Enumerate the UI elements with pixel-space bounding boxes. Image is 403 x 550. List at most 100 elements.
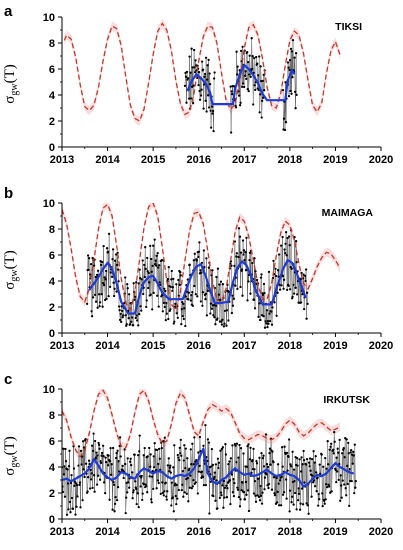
x-tick-label: 2017 [232, 154, 256, 166]
observed-point [206, 64, 209, 67]
observed-point [353, 491, 356, 495]
observed-point [348, 504, 351, 508]
observed-point [238, 505, 242, 508]
observed-point [151, 308, 154, 311]
observed-point [186, 278, 189, 281]
observed-point [180, 322, 183, 326]
observed-point [205, 78, 209, 81]
observed-point [231, 294, 234, 297]
observed-point [325, 483, 328, 486]
observed-point [189, 71, 192, 74]
observed-point [305, 502, 308, 505]
observed-point [248, 258, 251, 262]
observed-point [335, 480, 338, 484]
observed-point [217, 461, 221, 464]
observed-point [254, 270, 257, 273]
observed-point [202, 83, 206, 86]
observed-point [138, 450, 141, 453]
observed-point [172, 277, 175, 281]
observed-point [293, 90, 297, 94]
observed-point [163, 287, 166, 290]
observed-point [266, 465, 270, 469]
observed-point [322, 465, 325, 468]
observed-point [234, 284, 237, 287]
observed-point [174, 494, 177, 498]
observed-point [86, 254, 90, 257]
observed-point [270, 310, 273, 313]
observed-point [227, 319, 230, 322]
observed-point [219, 491, 223, 494]
observed-point [275, 501, 279, 504]
observed-point [239, 49, 243, 53]
observed-point [258, 456, 261, 459]
observed-point [150, 501, 153, 504]
observed-point [120, 320, 123, 324]
observed-point [250, 471, 253, 474]
observed-point [198, 89, 201, 93]
observed-point [190, 463, 193, 466]
observed-point [298, 458, 301, 461]
observed-point [125, 323, 128, 326]
observed-point [170, 269, 173, 273]
observed-point [168, 466, 171, 469]
observed-point [308, 457, 312, 460]
observed-line [62, 425, 357, 515]
observed-point [350, 448, 353, 452]
observed-point [67, 465, 71, 468]
observed-point [248, 73, 251, 76]
observed-point [222, 325, 226, 328]
observed-point [291, 76, 294, 79]
observed-point [204, 99, 207, 102]
observed-point [66, 468, 69, 471]
observed-point [270, 323, 274, 326]
observed-point [299, 470, 303, 473]
observed-point [223, 322, 226, 325]
observed-point [229, 131, 233, 134]
observed-point [117, 280, 120, 283]
data-layer [63, 18, 341, 134]
observed-point [218, 496, 222, 500]
observed-point [264, 320, 267, 323]
observed-point [241, 294, 244, 297]
observed-point [299, 301, 303, 304]
observed-point [225, 496, 229, 499]
observed-point [325, 467, 328, 470]
observed-point [220, 494, 223, 497]
observed-point [206, 94, 210, 97]
observed-point [201, 304, 204, 307]
observed-point [189, 97, 193, 100]
observed-point [237, 255, 240, 259]
observed-point [256, 494, 259, 497]
observed-point [145, 299, 148, 302]
observed-point [184, 466, 187, 470]
observed-point [194, 481, 197, 484]
observed-point [294, 52, 298, 55]
ylabel-subscript: gw [9, 455, 20, 468]
observed-point [313, 485, 317, 488]
observed-point [328, 485, 331, 488]
observed-point [111, 248, 115, 251]
observed-point [231, 491, 235, 494]
observed-point [62, 490, 65, 494]
observed-point [235, 255, 238, 258]
observed-point [68, 500, 72, 504]
observed-point [281, 88, 285, 92]
observed-point [214, 323, 217, 326]
x-tick-label: 2018 [278, 340, 302, 352]
observed-point [203, 266, 206, 269]
observed-point [151, 475, 154, 478]
observed-point [216, 507, 219, 510]
observed-point [207, 58, 210, 62]
observed-point [100, 451, 104, 455]
observed-point [270, 488, 274, 491]
observed-point [108, 285, 112, 289]
observed-point [163, 305, 166, 309]
observed-point [296, 464, 299, 467]
observed-point [249, 75, 252, 79]
observed-point [110, 275, 114, 279]
observed-point [173, 444, 176, 447]
observed-point [277, 504, 281, 507]
observed-point [70, 473, 73, 477]
observed-point [283, 445, 286, 448]
observed-point [213, 475, 216, 479]
